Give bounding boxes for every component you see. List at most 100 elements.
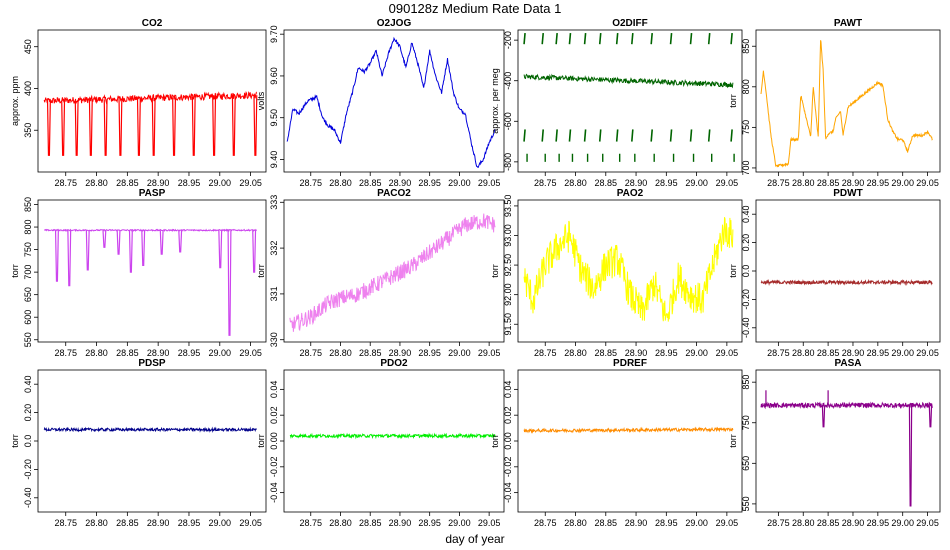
x-tick-label: 29.00 <box>891 178 914 188</box>
x-tick-label: 28.90 <box>389 348 412 358</box>
x-tick-label: 28.80 <box>564 178 587 188</box>
y-tick-label: 750 <box>23 242 33 257</box>
x-tick-label: 28.85 <box>116 518 139 528</box>
y-tick-label: -800 <box>503 153 513 171</box>
plot-frame <box>37 369 267 513</box>
y-tick-label: 0.40 <box>741 205 751 223</box>
y-tick-label: 92.50 <box>503 254 513 277</box>
x-tick-label: 28.95 <box>655 178 678 188</box>
series-dip <box>227 230 232 336</box>
y-tick-label: 0.02 <box>269 406 279 424</box>
y-axis-label: torr <box>728 94 738 108</box>
series-spike-high <box>555 32 558 45</box>
plot-frame <box>755 199 941 343</box>
x-tick-label: 28.75 <box>299 348 322 358</box>
series-spike-low <box>583 129 587 142</box>
y-tick-label: 9.40 <box>269 151 279 169</box>
y-tick-label: -0.02 <box>269 457 279 478</box>
series-dip <box>191 96 196 156</box>
series-line <box>289 213 496 332</box>
series-dip <box>116 230 121 255</box>
series-spike-high <box>730 32 733 45</box>
x-tick-label: 29.00 <box>685 348 708 358</box>
y-tick-label: 332 <box>269 241 279 256</box>
x-tick-label: 28.80 <box>85 518 108 528</box>
x-tick-label: 29.00 <box>891 518 914 528</box>
x-tick-label: 28.90 <box>842 518 865 528</box>
y-axis-label: torr <box>490 264 500 278</box>
x-tick-label: 28.95 <box>867 348 890 358</box>
y-tick-label: 550 <box>741 496 751 511</box>
x-tick-label: 29.00 <box>448 178 471 188</box>
panel-pasa: PASA torr 550 650 750 850 28.75 28.80 28.85 28.90… <box>728 358 941 528</box>
series-spike-high <box>598 32 602 45</box>
series-dip <box>928 405 933 428</box>
y-tick-label: 800 <box>741 79 751 94</box>
series-dip <box>46 100 51 156</box>
series-spike-low <box>650 129 653 142</box>
series-dip <box>54 230 59 282</box>
x-tick-label: 28.80 <box>792 178 815 188</box>
x-tick-label: 28.90 <box>389 178 412 188</box>
panel-title: PDSP <box>138 358 166 369</box>
y-tick-label: -0.04 <box>269 482 279 503</box>
panel-o2jog: O2JOG volts 9.40 9.50 9.60 9.70 28.75 28.80 28.8… <box>256 18 505 188</box>
series-dip <box>118 98 123 156</box>
series-line <box>523 217 734 322</box>
y-tick-label: 0.04 <box>503 381 513 399</box>
plot-frame <box>283 29 505 173</box>
y-tick-label: -200 <box>503 31 513 49</box>
y-tick-label: 0.00 <box>269 432 279 450</box>
series-dip <box>908 405 913 507</box>
series-spike-high <box>541 32 545 45</box>
x-tick-label: 28.75 <box>534 518 557 528</box>
x-tick-label: 28.95 <box>418 348 441 358</box>
x-tick-label: 28.90 <box>147 348 170 358</box>
plot-frame <box>517 369 743 513</box>
y-tick-label: 93.00 <box>503 224 513 247</box>
panel-title: PAO2 <box>617 188 644 199</box>
panel-title: PAWT <box>834 18 862 29</box>
x-tick-label: 28.75 <box>299 518 322 528</box>
y-axis-label: torr <box>490 434 500 448</box>
panel-title: PDREF <box>613 358 647 369</box>
x-tick-label: 28.90 <box>625 178 648 188</box>
y-axis-label: approx. per meg <box>490 68 500 134</box>
series-spike-low <box>568 129 572 142</box>
y-axis-label: volts <box>256 91 266 110</box>
plot-frame <box>517 199 743 343</box>
y-axis-label: torr <box>728 264 738 278</box>
series-dip <box>102 230 107 248</box>
series-dip <box>252 230 257 273</box>
y-tick-label: 600 <box>23 310 33 325</box>
x-tick-label: 28.75 <box>54 348 77 358</box>
y-tick-label: 0.40 <box>23 375 33 393</box>
x-tick-label: 29.05 <box>916 348 939 358</box>
series-dip <box>218 230 223 269</box>
x-tick-label: 28.95 <box>178 518 201 528</box>
plot-frame <box>517 29 743 173</box>
panel-title: O2JOG <box>377 18 412 29</box>
series-line <box>760 278 933 286</box>
series-dip <box>61 100 66 156</box>
x-tick-label: 28.75 <box>767 518 790 528</box>
y-tick-label: 400 <box>23 81 33 96</box>
y-tick-label: -0.20 <box>741 289 751 310</box>
y-tick-label: 0.04 <box>269 381 279 399</box>
x-tick-label: 29.05 <box>916 518 939 528</box>
y-tick-label: 0.02 <box>503 406 513 424</box>
y-tick-label: 9.70 <box>269 25 279 43</box>
x-tick-label: 28.75 <box>54 178 77 188</box>
panel-paco2: PACO2 torr 330 331 332 333 28.75 28.80 28.85 28.9… <box>256 188 505 358</box>
y-tick-label: 850 <box>741 375 751 390</box>
y-tick-label: 650 <box>741 456 751 471</box>
y-tick-label: 0.0 <box>23 435 33 448</box>
x-tick-label: 28.90 <box>625 348 648 358</box>
x-tick-label: 29.05 <box>478 178 501 188</box>
x-tick-label: 28.75 <box>54 518 77 528</box>
series-dip <box>88 99 93 156</box>
panel-pao2: PAO2 torr 91.50 92.00 92.50 93.00 93.50 28.75 28… <box>490 188 743 358</box>
y-tick-label: 850 <box>741 39 751 54</box>
